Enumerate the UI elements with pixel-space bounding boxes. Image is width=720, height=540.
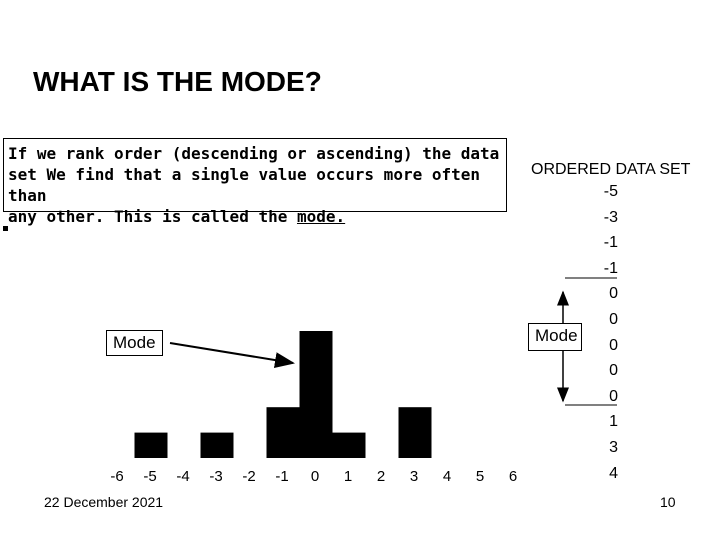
x-tick-label: -6 [110, 468, 123, 485]
ordered-value: 3 [609, 439, 618, 456]
x-tick-label: 4 [443, 468, 451, 485]
x-tick-label: -5 [143, 468, 156, 485]
ordered-value: -5 [603, 183, 618, 200]
slide-title: WHAT IS THE MODE? [33, 66, 322, 97]
x-tick-label: 0 [311, 468, 319, 485]
histogram-bar [299, 331, 333, 458]
x-tick-label: 1 [344, 468, 352, 485]
ordered-value: 0 [609, 336, 618, 354]
mode-label-left: Mode [106, 330, 163, 356]
x-tick-label: 5 [476, 468, 484, 485]
bullet-marker [3, 226, 8, 231]
footer-date: 22 December 2021 [44, 494, 164, 510]
page-number: 10 [660, 494, 676, 510]
histogram-bar [200, 432, 234, 458]
ordered-value: 4 [609, 464, 618, 482]
ordered-value: 0 [609, 311, 618, 328]
x-tick-label: 6 [509, 468, 517, 485]
ordered-data-set-title: ORDERED DATA SET [531, 161, 691, 178]
x-tick-label: -2 [242, 468, 255, 485]
definition-line-1: If we rank order (descending or ascendin… [8, 144, 500, 163]
x-tick-label: -1 [275, 468, 288, 485]
ordered-value: 1 [609, 413, 618, 431]
definition-line-3-text: any other. This is called the [8, 207, 297, 226]
definition-line-2: set We find that a single value occurs m… [8, 165, 481, 205]
histogram-bar [332, 432, 366, 458]
x-tick-label: 2 [377, 468, 385, 485]
mode-label-right: Mode [528, 323, 582, 351]
ordered-value: -3 [603, 208, 618, 226]
ordered-value: 0 [609, 285, 618, 303]
x-tick-label: -4 [176, 468, 189, 485]
x-tick-label: 3 [410, 468, 418, 485]
ordered-value: 0 [609, 387, 618, 405]
definition-line-3: any other. This is called the mode. [8, 206, 502, 227]
histogram-bar [266, 407, 300, 458]
mode-arrow-left [169, 342, 295, 369]
x-tick-label: -3 [209, 468, 222, 485]
ordered-value: 0 [609, 362, 618, 380]
histogram-bar [134, 432, 168, 458]
definition-text-box: If we rank order (descending or ascendin… [3, 138, 507, 226]
ordered-value: -1 [603, 259, 618, 277]
histogram-bar [398, 407, 432, 458]
ordered-value: -1 [603, 234, 618, 252]
mode-emphasis: mode. [296, 207, 346, 226]
